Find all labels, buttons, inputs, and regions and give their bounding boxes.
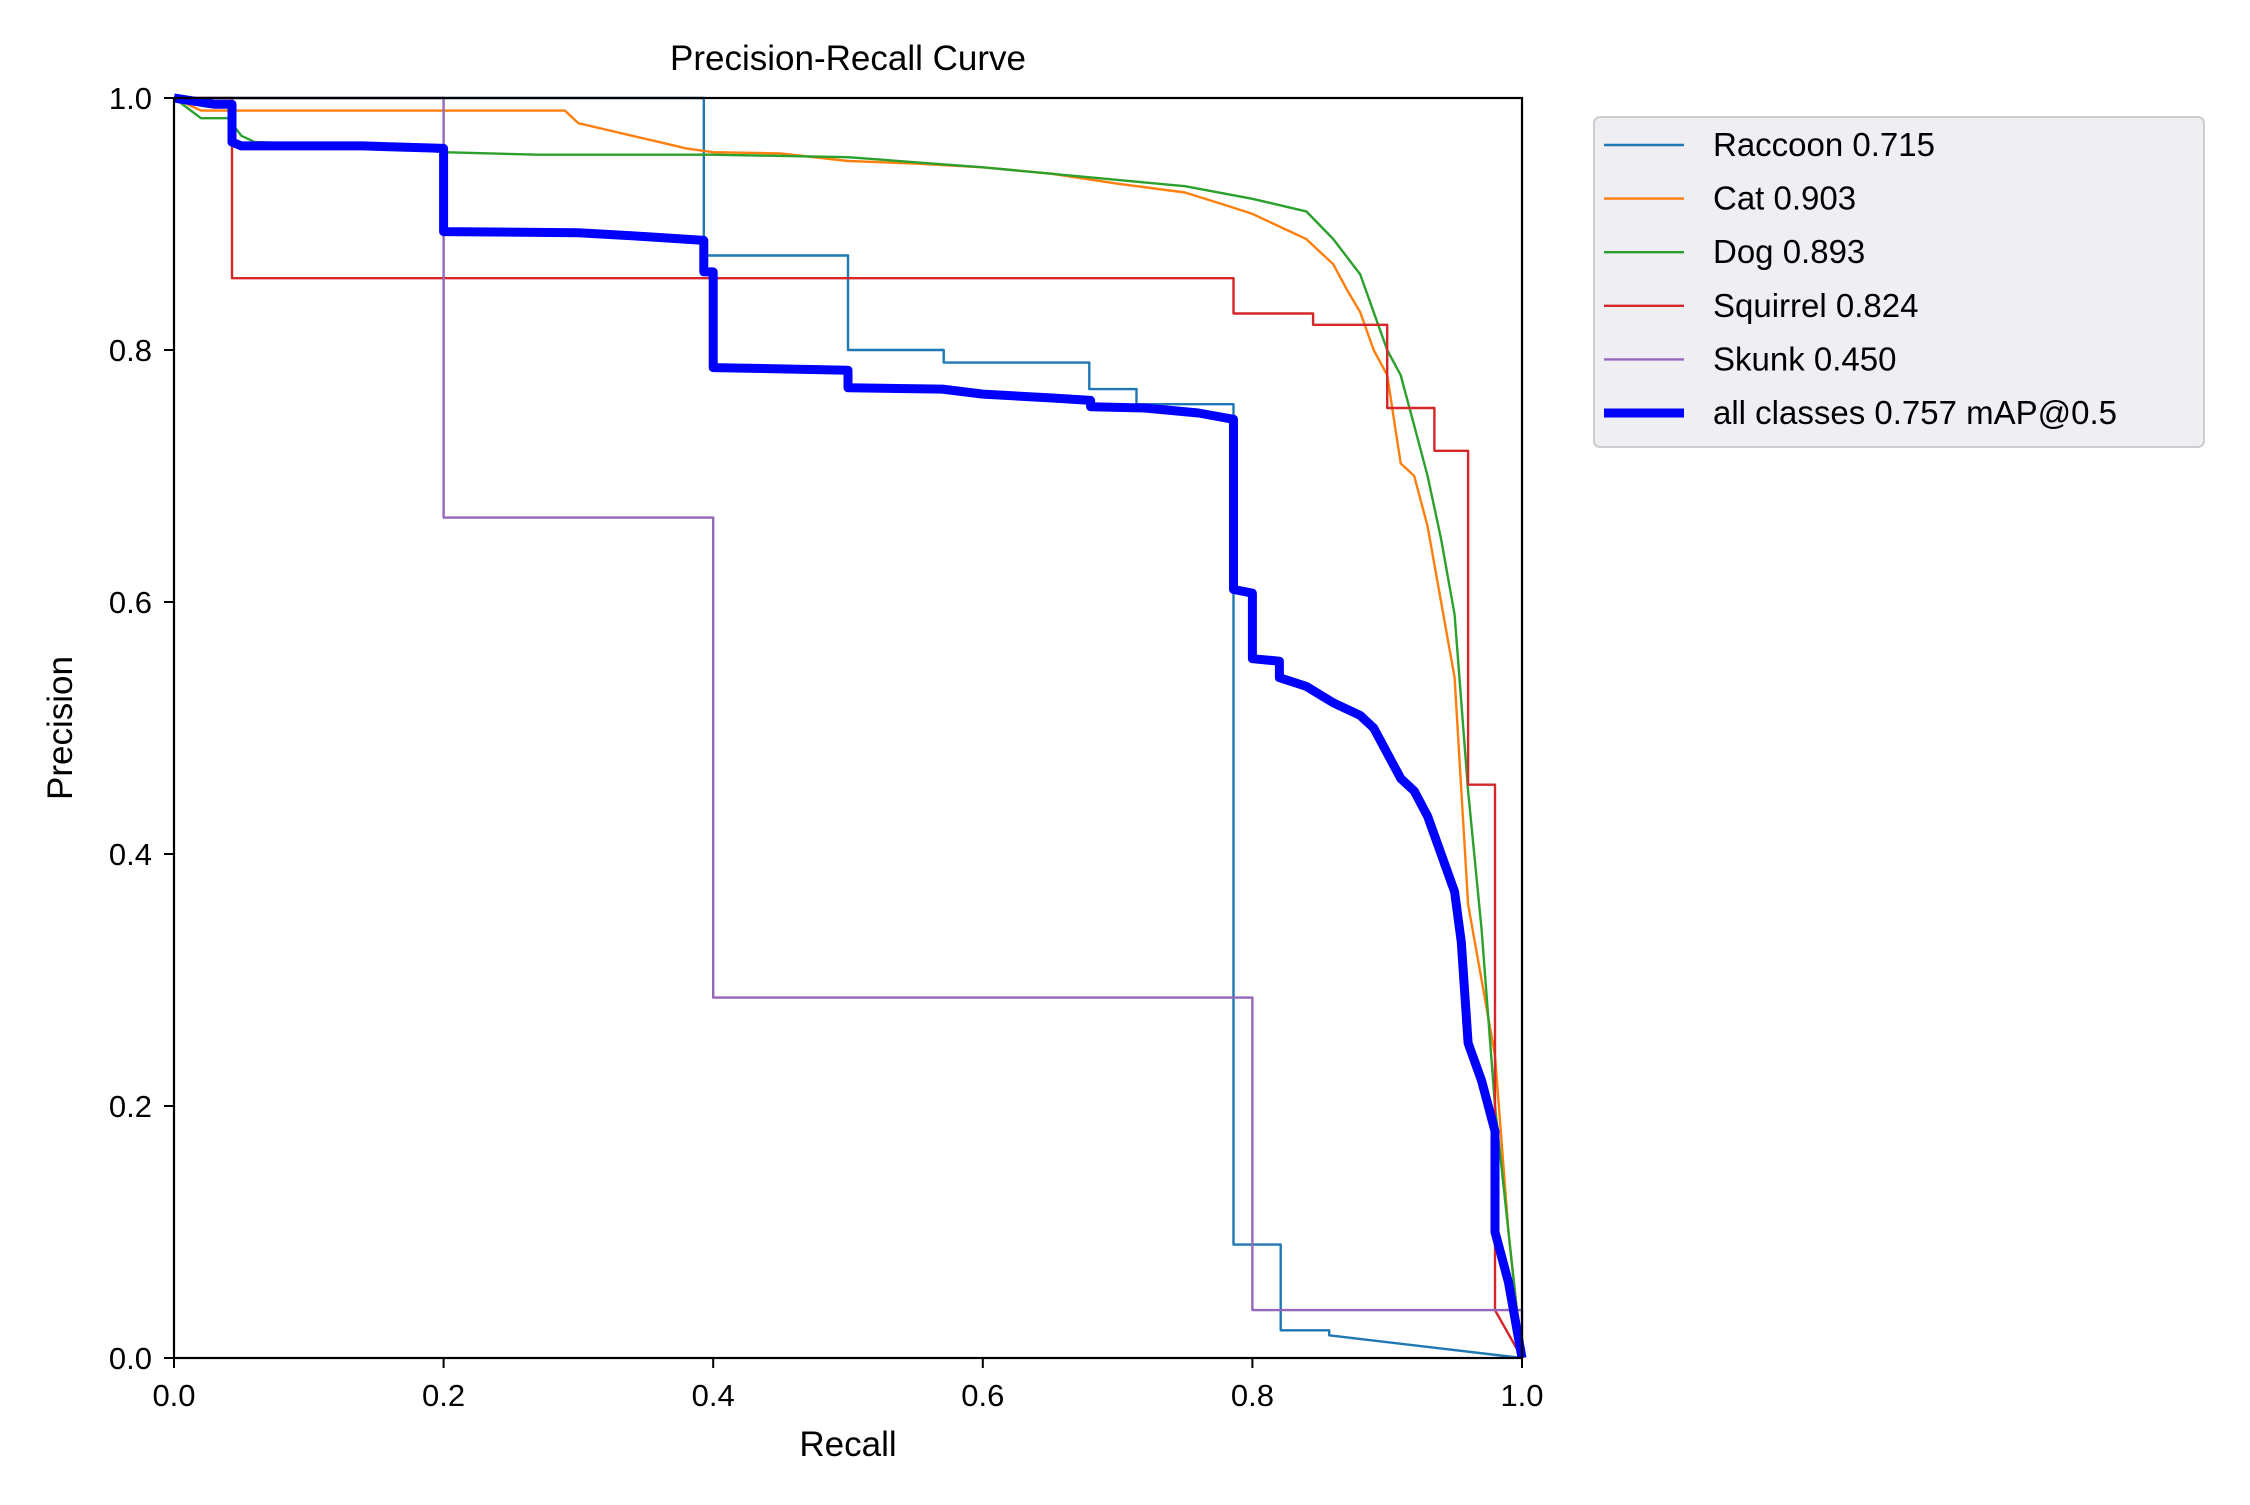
- y-tick-label: 0.6: [109, 585, 152, 620]
- legend-label-1: Cat 0.903: [1713, 180, 1856, 217]
- series-line-0: [174, 96, 1523, 1360]
- chart-title: Precision-Recall Curve: [670, 39, 1026, 78]
- legend-label-0: Raccoon 0.715: [1713, 126, 1935, 163]
- y-tick-label: 1.0: [109, 81, 152, 116]
- y-axis-label: Precision: [41, 656, 80, 800]
- y-tick-label: 0.4: [109, 837, 152, 872]
- series-line-4: [174, 96, 1524, 1358]
- x-tick-label: 0.6: [961, 1378, 1004, 1413]
- series-layer: [173, 93, 1527, 1360]
- legend-box: [1593, 116, 2205, 448]
- y-tick-label: 0.8: [109, 333, 152, 368]
- legend-label-4: Skunk 0.450: [1713, 340, 1896, 377]
- legend-label-2: Dog 0.893: [1713, 233, 1865, 270]
- series-line-5: [173, 93, 1527, 1359]
- x-tick-label: 1.0: [1500, 1378, 1543, 1413]
- x-tick-label: 0.2: [422, 1378, 465, 1413]
- y-tick-label: 0.2: [109, 1089, 152, 1124]
- x-tick-label: 0.4: [692, 1378, 735, 1413]
- y-axis: 0.0 0.2 0.4 0.6 0.8 1.0: [109, 81, 174, 1376]
- x-axis-label: Recall: [799, 1425, 896, 1464]
- series-line-1: [173, 96, 1524, 1359]
- series-line-3: [174, 96, 1524, 1359]
- legend-label-5: all classes 0.757 mAP@0.5: [1713, 394, 2117, 431]
- legend: Raccoon 0.715 Cat 0.903 Dog 0.893 Squirrel …: [1593, 116, 2205, 448]
- plot-frame: [172, 96, 1524, 1360]
- x-tick-label: 0.0: [152, 1378, 195, 1413]
- x-axis: 0.0 0.2 0.4 0.6 0.8 1.0: [152, 1358, 1544, 1413]
- x-tick-label: 0.8: [1231, 1378, 1274, 1413]
- y-tick-label: 0.0: [109, 1341, 152, 1376]
- legend-label-3: Squirrel 0.824: [1713, 287, 1918, 324]
